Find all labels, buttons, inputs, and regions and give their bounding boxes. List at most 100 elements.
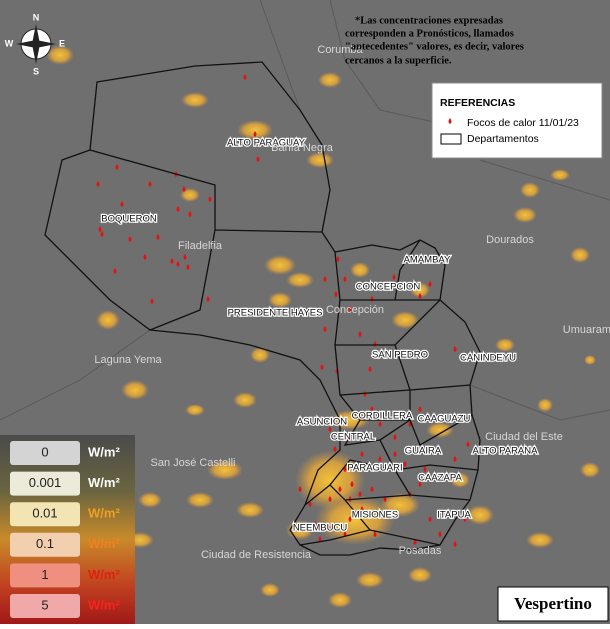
place-label: Bahía Negra [271,142,334,154]
scale-swatch [10,441,80,465]
scale-swatch [10,502,80,527]
fire-point [113,268,117,274]
fire-point [350,481,354,487]
scale-level: 0.01 [32,506,57,521]
heat-spot [295,450,365,510]
note-line: cercanos a la superficie. [345,55,452,66]
heat-spot [237,120,273,140]
department-label: SAN PEDRO [372,350,428,361]
heat-spot [570,247,590,263]
department-label: GUAIRA [405,446,442,457]
scale-level: 5 [41,597,48,612]
fire-point [333,446,337,452]
fire-point [423,466,427,472]
heat-spot [356,572,384,588]
heat-spot [185,404,205,416]
neighbor-borders [0,0,610,421]
fire-point [98,226,102,232]
place-label: Filadelfia [178,240,223,252]
place-label: Ciudad del Este [485,431,563,443]
legend-title: REFERENCIAS [440,97,515,109]
fire-point [170,258,174,264]
fire-point [120,201,124,207]
place-label: Corumbá [317,44,363,56]
fire-point [428,516,432,522]
heat-spot [233,392,257,408]
department-label: ASUNCION [297,417,347,428]
department-label: CONCEPCION [356,282,421,293]
department-label: PRESIDENTE HAYES [228,308,323,319]
scale-level: 1 [41,567,48,582]
legend-item: Departamentos [467,133,539,145]
heat-spot [584,355,596,365]
fire-point [318,536,322,542]
heat-spot [96,310,120,330]
fire-icon [448,118,452,124]
scale-unit: W/m² [88,444,120,459]
fire-point [313,521,317,527]
fire-point [428,281,432,287]
fire-point [334,291,338,297]
fire-point [343,276,347,282]
heat-spot [520,182,540,198]
fire-point [393,451,397,457]
heat-spot [466,505,494,525]
fire-point [186,264,190,270]
fire-point [378,421,382,427]
fire-point [176,206,180,212]
scale-unit: W/m² [88,597,120,612]
heat-spot [181,92,209,108]
heat-layer [46,45,600,608]
scale-swatch [10,594,80,618]
fire-point [438,531,442,537]
heat-spot [286,272,314,288]
fire-point [363,391,367,397]
department-label: BOQUERON [101,214,157,225]
place-label: Concepción [326,304,384,316]
fire-point [358,491,362,497]
fire-point [182,186,186,192]
heat-spot [207,460,243,480]
scale-swatch [10,532,80,557]
fire-point [150,298,154,304]
fire-point [392,274,396,280]
heat-spot [328,592,352,608]
fire-point [328,526,332,532]
department-label: NEEMBUCU [293,523,348,534]
department-label: CAAZAPA [418,473,462,484]
fire-point [128,236,132,242]
heat-spot [260,583,280,597]
scale-unit: W/m² [88,506,120,521]
fire-point [328,496,332,502]
fire-point [463,516,467,522]
heat-spot [268,292,292,308]
note-line: "antecedentes" valores, es decir, valore… [345,41,524,52]
fire-point [373,531,377,537]
legend-item: Focos de calor 11/01/23 [467,117,579,129]
place-label: Posadas [399,545,442,557]
compass-label: E [59,38,65,48]
compass-label: N [33,12,40,22]
period-box [497,586,609,622]
fire-point [453,541,457,547]
note-line: corresponden a Pronósticos, llamados [345,28,514,39]
fire-point [320,364,324,370]
fire-point [298,486,302,492]
scale-panel [0,435,135,624]
fire-points [96,74,470,547]
fire-point [370,486,374,492]
fire-point [418,293,422,299]
fire-point [183,254,187,260]
fire-point [453,456,457,462]
scale-level: 0 [41,444,48,459]
fire-point [156,234,160,240]
heat-spot [380,493,420,517]
department-label: ALTO PARANA [473,446,539,457]
fire-point [466,441,470,447]
heat-spot [121,380,149,400]
heat-spot [426,422,454,438]
department-label: PARAGUARI [347,463,402,474]
compass: N E S W [5,12,65,76]
scale-swatch [10,471,80,496]
departments [44,61,481,556]
